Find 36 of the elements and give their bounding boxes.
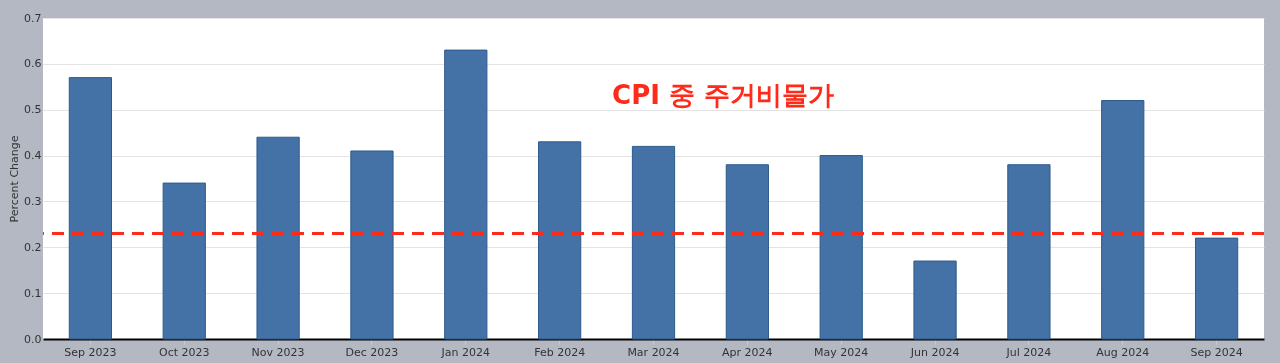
bar — [819, 155, 863, 340]
x-tick-label: Sep 2023 — [64, 345, 117, 359]
y-axis-title: Percent Change — [8, 135, 22, 223]
y-tick-label: 0.6 — [24, 57, 42, 71]
y-tick-label: 0.3 — [24, 194, 42, 208]
x-tick-label: Apr 2024 — [722, 345, 773, 359]
y-tick-label: 0.2 — [24, 240, 42, 254]
bar — [1007, 164, 1051, 340]
x-tick-label: Dec 2023 — [345, 345, 399, 359]
x-tick-label: Oct 2023 — [158, 345, 210, 359]
annotation: CPI 중 주거비물가 — [612, 80, 834, 110]
x-tick-label: Jan 2024 — [440, 345, 491, 359]
y-tick-label: 0.4 — [24, 149, 42, 163]
bar — [631, 145, 676, 340]
bar — [725, 164, 769, 340]
bar — [350, 150, 394, 340]
bar — [444, 49, 488, 340]
x-tick-label: Jun 2024 — [909, 345, 960, 359]
bar — [68, 77, 113, 340]
y-tick-label: 0.5 — [24, 103, 42, 117]
x-tick-label: Jul 2024 — [1005, 345, 1052, 359]
y-tick-label: 0.0 — [24, 332, 42, 346]
y-tick-label: 0.1 — [24, 286, 42, 300]
x-tick-label: Aug 2024 — [1096, 345, 1150, 359]
bar — [1101, 100, 1145, 340]
bar — [162, 182, 206, 340]
x-tick-label: Feb 2024 — [534, 345, 586, 359]
bar — [256, 136, 300, 340]
x-tick-label: May 2024 — [814, 345, 869, 359]
bar — [538, 141, 582, 340]
x-tick-label: Sep 2024 — [1190, 345, 1243, 359]
bar — [913, 260, 957, 340]
y-tick-label: 0.7 — [24, 11, 42, 25]
x-tick-label: Mar 2024 — [627, 345, 680, 359]
x-tick-label: Nov 2023 — [251, 345, 305, 359]
bar — [1194, 237, 1239, 340]
